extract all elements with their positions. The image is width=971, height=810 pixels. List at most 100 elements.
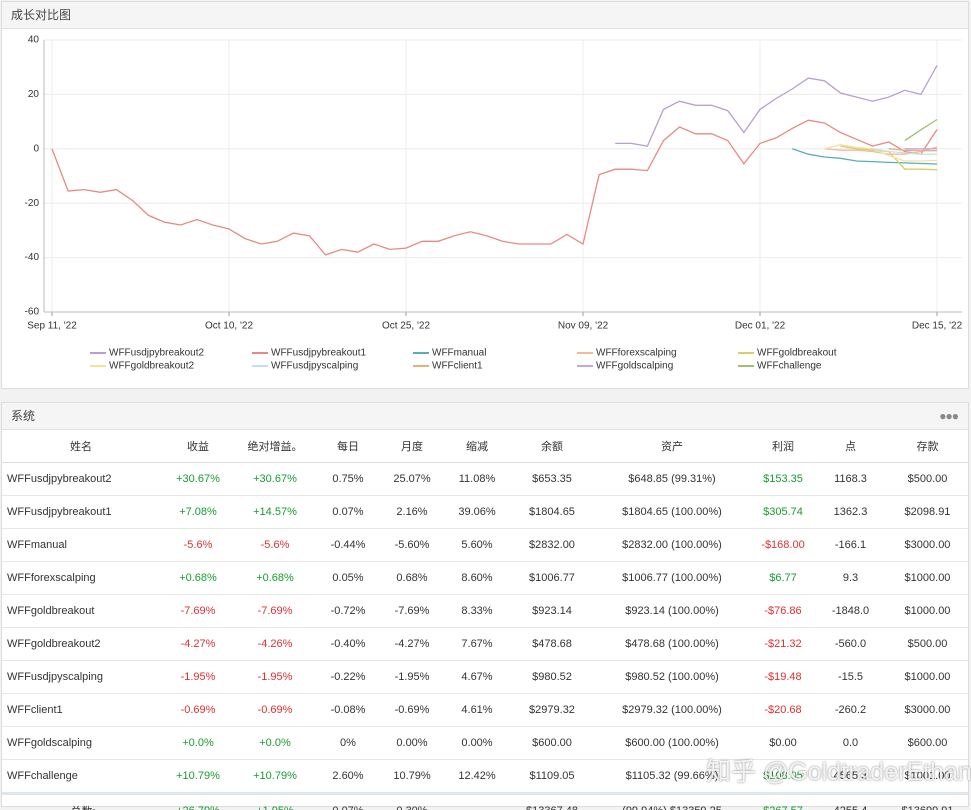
cell-text: (99.94%) $13359.25 xyxy=(622,805,722,810)
cell-text: $13367.48 xyxy=(526,805,578,810)
cell-text: 4.67% xyxy=(461,671,493,683)
table-cell: $600.00 (100.00%) xyxy=(592,726,752,760)
table-cell: +0.68% xyxy=(160,561,236,595)
table-row: WFFforexscalping +0.68% +0.68% 0.05% 0.68% 8.… xyxy=(2,561,968,595)
table-cell: $1006.77 xyxy=(512,561,592,595)
table-cell: 0.05% xyxy=(314,561,382,595)
table-cell: $3000.00 xyxy=(887,693,968,727)
table-cell: 12.42% xyxy=(442,759,512,794)
table-row: WFFusdjpybreakout2 +30.67% +30.67% 0.75% 25.… xyxy=(2,462,968,496)
table-cell: $1804.65 (100.00%) xyxy=(592,495,752,529)
watermark: 知乎 @GoldtraderEthan xyxy=(706,758,971,786)
cell-text: 4.61% xyxy=(461,704,493,716)
table-cell: $500.00 xyxy=(887,627,968,661)
cell-text: 总数: xyxy=(70,806,95,810)
table-cell: 8.60% xyxy=(442,561,512,595)
cell-text: -4.26% xyxy=(257,638,293,650)
table-row: WFFclient1 -0.69% -0.69% -0.08% -0.69% 4.61% $… xyxy=(2,693,968,727)
table-cell: $600.00 xyxy=(887,726,968,760)
y-tick-label: -20 xyxy=(25,198,40,209)
cell-text: +14.57% xyxy=(253,506,297,518)
cell-text: -5.60% xyxy=(394,539,430,551)
table-cell: -5.6% xyxy=(236,528,314,562)
cell-text: $2979.32 (100.00%) xyxy=(622,704,722,716)
table-cell: -0.44% xyxy=(314,528,382,562)
table-cell: -$76.86 xyxy=(752,594,814,628)
cell-text: $600.00 xyxy=(532,737,572,749)
table-row: WFFmanual -5.6% -5.6% -0.44% -5.60% 5.60% $283… xyxy=(2,528,968,562)
table-cell: $478.68 (100.00%) xyxy=(592,627,752,661)
column-header: 利润 xyxy=(752,430,814,463)
header-row: 姓名 收益 绝对增益。 每日 月度 缩减 余额 资产 利润点存款 xyxy=(2,430,968,463)
cell-text: $1001.00 xyxy=(904,770,951,782)
cell-text: -560.0 xyxy=(834,638,867,650)
table-cell: $2979.32 xyxy=(512,693,592,727)
cell-text: -260.2 xyxy=(834,704,867,716)
table-cell: 4.61% xyxy=(442,693,512,727)
cell-text: $1109.05 xyxy=(529,770,575,782)
column-header: 绝对增益。 xyxy=(236,430,314,463)
legend-label: WFFgoldbreakout xyxy=(757,348,837,359)
series-line xyxy=(51,119,938,256)
table-cell: -560.0 xyxy=(814,627,887,661)
cell-text: -15.5 xyxy=(837,671,864,683)
legend-label: WFFforexscalping xyxy=(596,348,677,359)
series-line xyxy=(791,148,938,165)
table-cell: 0.00% xyxy=(442,726,512,760)
cell-text: +30.67% xyxy=(176,473,220,485)
legend-label: WFFchallenge xyxy=(757,361,822,372)
x-tick-label: Sep 11, '22 xyxy=(27,321,77,332)
table-row: WFFgoldscalping +0.0% +0.0% 0% 0.00% 0.00% $60… xyxy=(2,726,968,760)
table-cell: -15.5 xyxy=(814,660,887,694)
table-cell: 2.16% xyxy=(382,495,442,529)
series-line xyxy=(615,65,938,147)
cell-text: -5.6% xyxy=(183,539,213,551)
table-cell: 2.60% xyxy=(314,759,382,794)
table-cell: 5.60% xyxy=(442,528,512,562)
cell-text: $653.35 xyxy=(532,473,572,485)
cell-text: -0.08% xyxy=(330,704,366,716)
table-cell: $1001.00 xyxy=(887,759,968,794)
table-cell: $305.74 xyxy=(752,495,814,529)
table-cell: $980.52 (100.00%) xyxy=(592,660,752,694)
cell-text: $600.00 (100.00%) xyxy=(625,737,719,749)
cell-text: WFFgoldbreakout2 xyxy=(7,638,101,650)
cell-text: 8.60% xyxy=(461,572,493,584)
column-header: 收益 xyxy=(160,430,236,463)
x-tick-label: Oct 10, '22 xyxy=(205,321,253,332)
table-cell: -4.27% xyxy=(160,627,236,661)
cell-text: $923.14 (100.00%) xyxy=(625,605,719,617)
table-cell: -$19.48 xyxy=(752,660,814,694)
table-cell: 39.06% xyxy=(442,495,512,529)
table-cell: $478.68 xyxy=(512,627,592,661)
menu-icon[interactable]: ●●● xyxy=(939,409,959,423)
cell-text: +26.79% xyxy=(176,805,220,810)
cell-text: 9.3 xyxy=(842,572,859,584)
table-cell: WFFmanual xyxy=(2,528,160,562)
cell-text: $305.74 xyxy=(763,506,803,518)
cell-text: -$19.48 xyxy=(764,671,802,683)
table-cell: 0.75% xyxy=(314,462,382,496)
table-cell: +14.57% xyxy=(236,495,314,529)
cell-text: 0.05% xyxy=(332,572,364,584)
cell-text: $2098.91 xyxy=(904,506,951,518)
table-cell: 4255.4 xyxy=(814,792,887,810)
legend-label: WFFgoldscalping xyxy=(596,361,673,372)
cell-text: $1105.32 (99.66%) xyxy=(625,770,719,782)
panel-title: 成长对比图 xyxy=(2,2,968,29)
cell-text: +1.95% xyxy=(256,805,294,810)
table-row: WFFgoldbreakout -7.69% -7.69% -0.72% -7.69% 8… xyxy=(2,594,968,628)
column-header: 存款 xyxy=(887,430,968,463)
cell-text: $500.00 xyxy=(907,638,948,650)
cell-text: -$76.86 xyxy=(764,605,802,617)
cell-text: 0.68% xyxy=(396,572,428,584)
table-cell: $653.35 xyxy=(512,462,592,496)
table-cell: $648.85 (99.31%) xyxy=(592,462,752,496)
cell-text: +0.68% xyxy=(179,572,217,584)
cell-text: $980.52 (100.00%) xyxy=(625,671,719,683)
table-row: WFFusdjpyscalping -1.95% -1.95% -0.22% -1.95… xyxy=(2,660,968,694)
chart: -60 -40 -20 0 20 40 Sep 11, '22 Oct 10, '22 Oct … xyxy=(25,35,963,372)
column-header: 余额 xyxy=(512,430,592,463)
table-cell: $1804.65 xyxy=(512,495,592,529)
cell-text: 0.30% xyxy=(396,805,428,810)
